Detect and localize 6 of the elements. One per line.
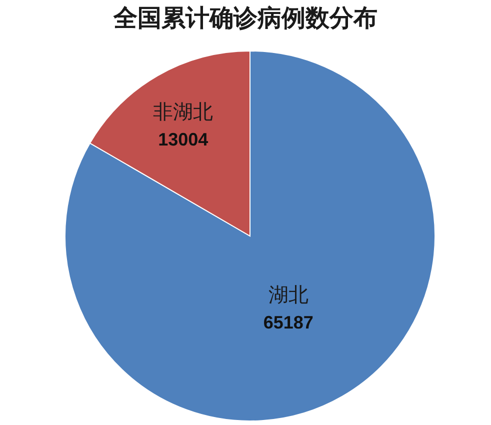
slice-label: 湖北 (268, 282, 308, 306)
pie-slice (64, 50, 436, 422)
chart-title: 全国累计确诊病例数分布 (112, 2, 378, 34)
data-label: 65187 (263, 312, 314, 332)
data-label: 13004 (158, 130, 208, 150)
slice-label: 非湖北 (153, 100, 214, 124)
